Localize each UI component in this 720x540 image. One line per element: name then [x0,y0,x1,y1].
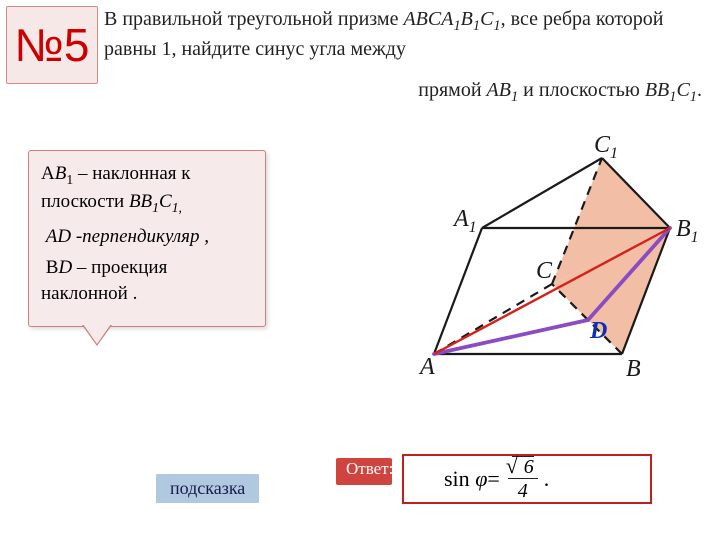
label-B1: B1 [676,216,699,246]
hint-button[interactable]: подсказка [156,474,259,503]
hint-button-label: подсказка [170,478,245,498]
t: C [480,8,493,30]
label-A1: A1 [452,206,477,236]
label-B: B [626,356,641,382]
n: 6 [524,456,534,478]
text: . [697,79,702,101]
t: А [41,163,55,184]
t: D [58,257,72,278]
t: AD [46,226,71,247]
s: 1 [690,89,697,105]
t: B [461,8,473,30]
t: ABCA [403,8,453,30]
t: В [46,257,59,278]
line-ab1: AB1 [487,79,519,101]
label-C1: C1 [594,132,618,162]
text: прямой [418,79,486,101]
plane-bb1c1: BB1C1 [645,79,697,101]
badge-text: №5 [15,18,90,72]
sqrt: √6 [512,456,534,478]
s: 1, [172,200,182,215]
t: BB [129,191,152,212]
problem-line-1: В правильной треугольной призме ABCA1B1C… [104,6,708,63]
s: 1 [511,89,518,105]
sin: sin [444,466,470,492]
eq: = [487,466,499,492]
hint-line-1: АB1 – наклонная к плоскости BB1C1, [41,161,253,218]
text: и плоскостью [523,79,645,101]
problem-line-2: прямой AB1 и плоскостью BB1C1. [104,77,708,107]
t: -перпендикуляр , [71,226,209,247]
t: C [159,191,172,212]
denominator: 4 [518,479,528,501]
hint-callout: АB1 – наклонная к плоскости BB1C1, AD -п… [28,150,266,327]
t: BB [645,79,669,101]
hint-line-2: AD -перпендикуляр , [41,224,253,250]
prism-name: ABCA1B1C1 [403,8,500,30]
numerator: √6 [508,457,538,479]
s: 1 [473,18,480,34]
label-A: A [418,354,435,380]
t: C [676,79,689,101]
prism-diagram: A B C A1 B1 C1 D [372,124,702,414]
label-C: C [536,258,553,284]
phi: φ [475,466,487,492]
hint-line-3: ВD – проекция наклонной . [41,255,253,306]
t: AB [487,79,511,101]
s: 1 [453,18,460,34]
dot: . [544,466,550,492]
plane: BB1C1, [129,191,182,212]
problem-number-badge: №5 [6,6,98,84]
s: 1 [493,18,500,34]
answer-button[interactable]: Ответ: [336,458,392,485]
answer-formula: sin φ = √6 4 . [402,454,652,504]
text: В правильной треугольной призме [104,8,403,30]
t: B [55,163,67,184]
answer-button-label: Ответ: [346,459,393,478]
s: 1 [152,200,159,215]
fraction: √6 4 [508,457,538,501]
problem-text: В правильной треугольной призме ABCA1B1C… [104,6,708,108]
label-D: D [589,318,607,344]
